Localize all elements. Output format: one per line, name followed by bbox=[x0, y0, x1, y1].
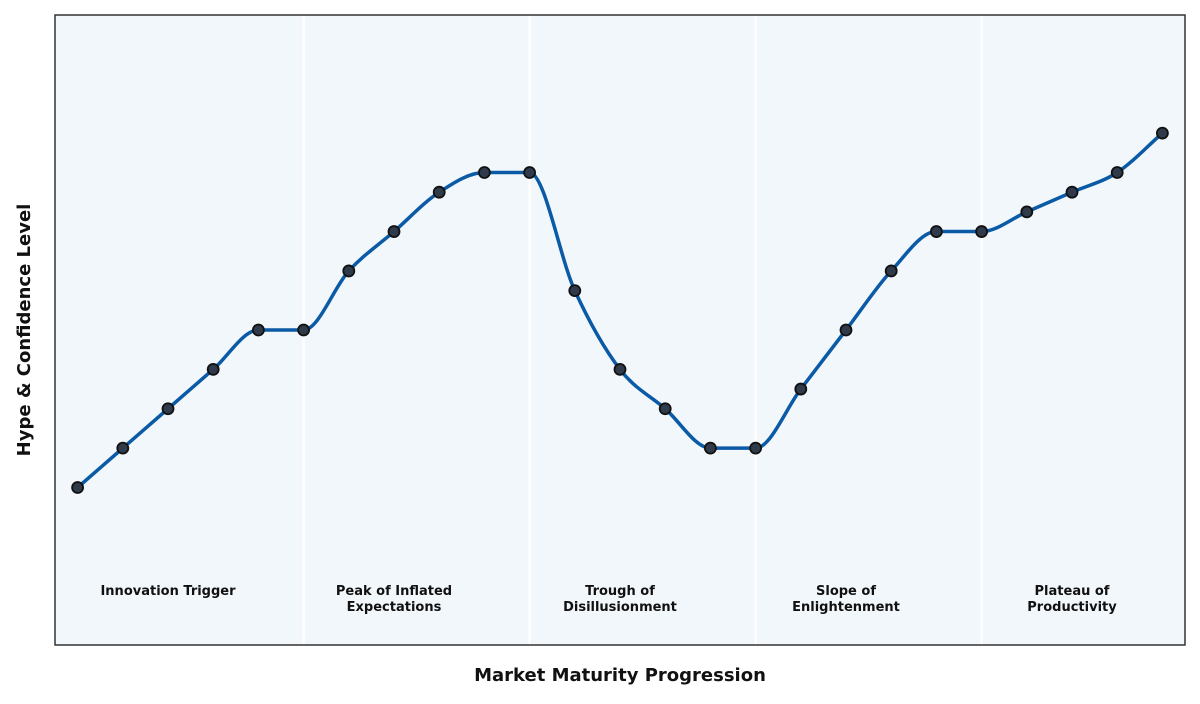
data-point bbox=[930, 225, 943, 238]
phase-label-innovation-trigger: Innovation Trigger bbox=[100, 584, 236, 599]
y-axis-title: Hype & Confidence Level bbox=[14, 204, 35, 457]
phase-label-line: Innovation Trigger bbox=[100, 584, 236, 599]
data-point bbox=[975, 225, 988, 238]
data-point bbox=[251, 323, 265, 337]
data-point bbox=[794, 382, 808, 396]
data-point bbox=[658, 402, 672, 416]
data-point bbox=[71, 481, 84, 494]
data-point bbox=[1065, 185, 1079, 199]
phase-label-slope-of-enlightenment: Slope of Enlightenment bbox=[792, 584, 900, 615]
data-point bbox=[297, 323, 311, 337]
data-point bbox=[1020, 205, 1034, 219]
data-point bbox=[1156, 126, 1169, 140]
data-point bbox=[749, 441, 762, 455]
data-point bbox=[477, 166, 491, 179]
phase-label-trough-of-disillusionment: Trough of Disillusionment bbox=[563, 584, 677, 615]
phase-label-line: Slope of bbox=[816, 584, 876, 599]
phase-label-line: Trough of bbox=[585, 584, 655, 599]
data-point bbox=[884, 264, 898, 278]
phase-labels: Innovation Trigger Peak of Inflated Expect… bbox=[100, 584, 1117, 615]
data-markers bbox=[71, 126, 1169, 494]
phase-label-line: Plateau of bbox=[1035, 584, 1110, 599]
phase-label-plateau-of-productivity: Plateau of Productivity bbox=[1027, 584, 1117, 615]
data-point bbox=[568, 284, 582, 298]
phase-label-line: Disillusionment bbox=[563, 600, 677, 615]
phase-label-line: Enlightenment bbox=[792, 600, 900, 615]
data-point bbox=[1110, 166, 1124, 179]
phase-label-line: Expectations bbox=[347, 600, 442, 615]
data-point bbox=[613, 362, 627, 376]
plot-background bbox=[55, 15, 1185, 645]
data-point bbox=[387, 225, 401, 238]
data-point bbox=[161, 402, 175, 416]
plot-frame bbox=[54, 14, 1186, 646]
data-point bbox=[839, 323, 853, 337]
data-point bbox=[704, 441, 717, 455]
data-point bbox=[432, 185, 446, 199]
data-point bbox=[116, 441, 130, 455]
data-point bbox=[206, 362, 220, 376]
data-point bbox=[523, 166, 536, 179]
phase-label-peak-of-inflated-expectations: Peak of Inflated Expectations bbox=[336, 584, 452, 615]
phase-label-line: Productivity bbox=[1027, 600, 1117, 615]
x-axis-title: Market Maturity Progression bbox=[474, 665, 766, 686]
phase-label-line: Peak of Inflated bbox=[336, 584, 452, 599]
data-point bbox=[342, 264, 356, 278]
